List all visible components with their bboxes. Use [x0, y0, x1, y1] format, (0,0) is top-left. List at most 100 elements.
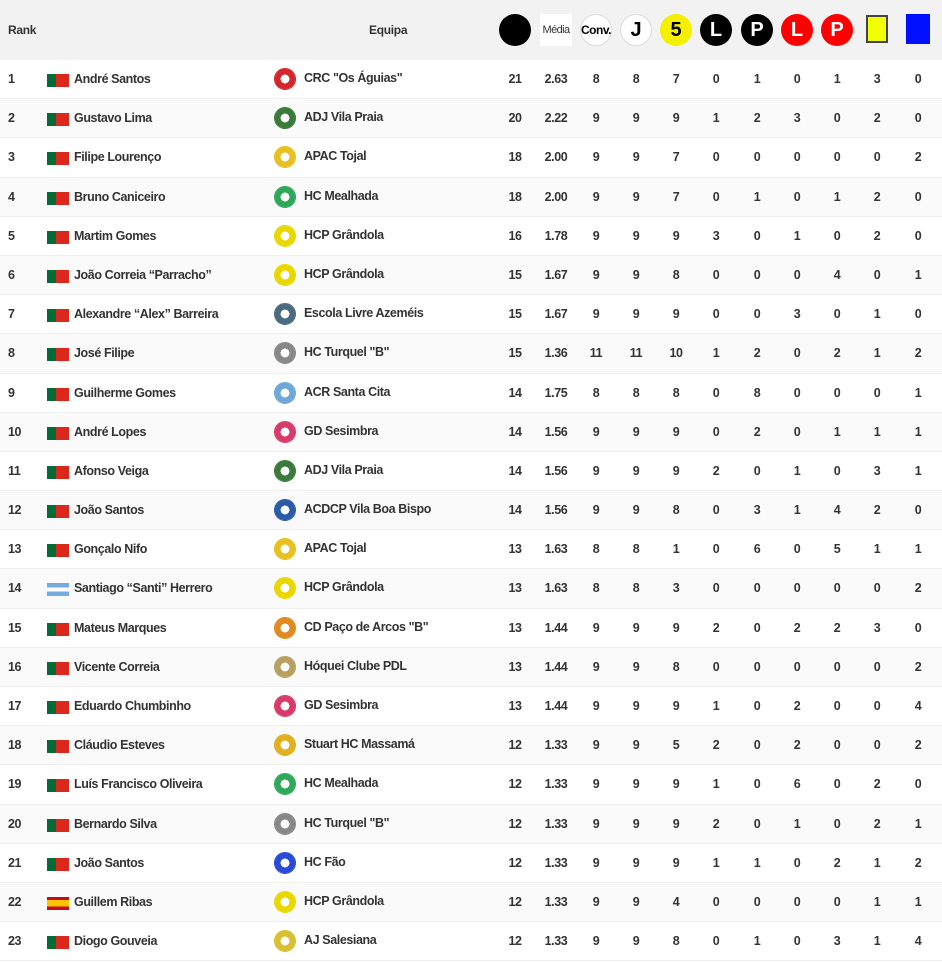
team-name[interactable]: CRC "Os Águias": [304, 71, 403, 85]
team-name[interactable]: HCP Grândola: [304, 893, 384, 908]
flag-portugal-icon: [47, 818, 69, 832]
stat-value: 8: [632, 542, 640, 557]
penalty-red-icon[interactable]: P: [821, 14, 853, 46]
player-name[interactable]: Luís Francisco Oliveira: [74, 777, 203, 792]
starting-five-icon[interactable]: 5: [660, 14, 692, 46]
player-name[interactable]: Afonso Veiga: [74, 463, 149, 478]
table-row[interactable]: 8 José Filipe HC Turquel "B" 15 1.36 11 11 10…: [0, 334, 942, 374]
points-black-circle-icon[interactable]: [499, 14, 531, 46]
stat-value: 0: [914, 620, 922, 635]
table-row[interactable]: 10 André Lopes GD Sesimbra 14 1.56 9 9 9 0 2 0 1 1…: [0, 412, 942, 452]
team-name[interactable]: HCP Grândola: [304, 227, 384, 242]
team-name[interactable]: Escola Livre Azeméis: [304, 306, 424, 321]
player-name[interactable]: Diogo Gouveia: [74, 934, 158, 949]
table-row[interactable]: 19 Luís Francisco Oliveira HC Mealhada 12…: [0, 765, 942, 805]
player-name[interactable]: João Correia “Parracho”: [74, 267, 212, 282]
team-logo-icon: [274, 224, 296, 247]
team-name[interactable]: GD Sesimbra: [304, 698, 379, 712]
table-row[interactable]: 20 Bernardo Silva HC Turquel "B" 12 1.33 9 9…: [0, 804, 942, 844]
player-name[interactable]: Cláudio Esteves: [74, 738, 165, 753]
team-name[interactable]: HCP Grândola: [304, 580, 384, 595]
player-name[interactable]: João Santos: [74, 855, 144, 870]
player-name[interactable]: João Santos: [74, 503, 144, 518]
table-row[interactable]: 11 Afonso Veiga ADJ Vila Praia 14 1.56 9 9 9 2…: [0, 452, 942, 492]
table-row[interactable]: 15 Mateus Marques CD Paço de Arcos "B" 13…: [0, 609, 942, 648]
player-name[interactable]: Martim Gomes: [74, 228, 157, 243]
table-row[interactable]: 4 Bruno Caniceiro HC Mealhada 18 2.00 9 9 7 0 1…: [0, 177, 942, 217]
player-name[interactable]: José Filipe: [74, 346, 135, 361]
team-name[interactable]: Hóquei Clube PDL: [304, 658, 407, 673]
team-name[interactable]: APAC Tojal: [304, 149, 367, 164]
column-label: Conv.: [581, 23, 611, 37]
table-row[interactable]: 14 Santiago “Santi” Herrero HCP Grândola…: [0, 569, 942, 609]
stat-value: 7: [672, 72, 680, 86]
table-row[interactable]: 5 Martim Gomes HCP Grândola 16 1.78 9 9 9 3 0 1 0…: [0, 217, 942, 256]
team-name[interactable]: ADJ Vila Praia: [304, 110, 383, 125]
team-name[interactable]: HC Turquel "B": [304, 345, 390, 360]
stat-value: 1: [793, 816, 801, 831]
stat-value: 0: [833, 581, 841, 596]
table-row[interactable]: 2 Gustavo Lima ADJ Vila Praia 20 2.22 9 9 9 1 2…: [0, 99, 942, 139]
table-row[interactable]: 22 Guillem Ribas HCP Grândola 12 1.33 9 9 4 0 0…: [0, 882, 942, 923]
table-row[interactable]: 21 João Santos HC Fão 12 1.33 9 9 9 1 1 0 2 1 2: [0, 844, 942, 883]
team-name[interactable]: HC Fão: [304, 854, 346, 869]
player-name[interactable]: André Lopes: [74, 424, 146, 439]
player-name[interactable]: Alexandre “Alex” Barreira: [74, 307, 219, 322]
team-name[interactable]: AJ Salesiana: [304, 933, 377, 948]
rank-header[interactable]: Rank: [8, 23, 37, 37]
stat-value: 9: [632, 855, 640, 870]
stat-value: 0: [914, 307, 922, 322]
rank: 22: [8, 894, 22, 909]
media-icon[interactable]: Média: [540, 14, 572, 46]
table-row[interactable]: 13 Gonçalo Nifo APAC Tojal 13 1.63 8 8 1 0 6 0 5 1…: [0, 530, 942, 570]
free-hit-black-icon[interactable]: L: [700, 14, 732, 46]
team-name[interactable]: HCP Grândola: [304, 266, 384, 281]
team-name[interactable]: HC Mealhada: [304, 776, 379, 791]
player-name[interactable]: André Santos: [74, 72, 151, 86]
table-row[interactable]: 16 Vicente Correia Hóquei Clube PDL 13 1.4…: [0, 647, 942, 687]
player-name[interactable]: Bruno Caniceiro: [74, 189, 166, 204]
table-row[interactable]: 9 Guilherme Gomes ACR Santa Cita 14 1.75 8 8…: [0, 374, 942, 413]
player-name[interactable]: Filipe Lourenço: [74, 150, 162, 165]
table-row[interactable]: 1 André Santos CRC "Os Águias" 21 2.63 8 8 7 0…: [0, 60, 942, 100]
games-played-icon[interactable]: J: [620, 14, 652, 46]
free-hit-red-icon[interactable]: L: [781, 14, 813, 46]
player-name[interactable]: Guillem Ribas: [74, 894, 153, 909]
team-name[interactable]: ACR Santa Cita: [304, 384, 391, 399]
stat-value: 0: [712, 385, 720, 400]
table-row[interactable]: 17 Eduardo Chumbinho GD Sesimbra 13 1.44 9 9…: [0, 687, 942, 727]
table-row[interactable]: 7 Alexandre “Alex” Barreira Escola Livre…: [0, 295, 942, 335]
team-name[interactable]: APAC Tojal: [304, 541, 367, 556]
yellow-card-icon[interactable]: [866, 15, 888, 43]
table-row[interactable]: 6 João Correia “Parracho” HCP Grândola 15…: [0, 255, 942, 296]
table-row[interactable]: 18 Cláudio Esteves Stuart HC Massamá 12 1.…: [0, 726, 942, 766]
team-name[interactable]: Stuart HC Massamá: [304, 737, 415, 752]
stat-value: 0: [712, 542, 720, 557]
player-name[interactable]: Eduardo Chumbinho: [74, 699, 191, 713]
table-row[interactable]: 23 Diogo Gouveia AJ Salesiana 12 1.33 9 9 8 0 1…: [0, 922, 942, 962]
player-name[interactable]: Guilherme Gomes: [74, 385, 176, 400]
table-row[interactable]: 12 João Santos ACDCP Vila Boa Bispo 14 1.5…: [0, 491, 942, 531]
player-name[interactable]: Vicente Correia: [74, 659, 160, 674]
player-name[interactable]: Bernardo Silva: [74, 816, 157, 831]
stat-value: 1: [753, 934, 761, 949]
team-name[interactable]: HC Mealhada: [304, 188, 379, 203]
stat-value: 0: [712, 581, 720, 596]
stat-value: 9: [592, 111, 600, 126]
stat-value: 1: [873, 307, 881, 322]
team-name[interactable]: ADJ Vila Praia: [304, 462, 383, 477]
team-name[interactable]: GD Sesimbra: [304, 423, 379, 438]
player-name[interactable]: Mateus Marques: [74, 620, 167, 635]
stat-value: 0: [833, 659, 841, 674]
player-name[interactable]: Santiago “Santi” Herrero: [74, 581, 213, 596]
blue-card-icon[interactable]: [906, 14, 930, 44]
player-name[interactable]: Gustavo Lima: [74, 111, 152, 126]
team-name[interactable]: ACDCP Vila Boa Bispo: [304, 502, 431, 517]
convocations-icon[interactable]: Conv.: [580, 14, 612, 46]
table-row[interactable]: 3 Filipe Lourenço APAC Tojal 18 2.00 9 9 7 0 0 0…: [0, 138, 942, 178]
team-name[interactable]: CD Paço de Arcos "B": [304, 619, 429, 634]
team-header[interactable]: Equipa: [369, 23, 408, 37]
team-name[interactable]: HC Turquel "B": [304, 815, 390, 830]
penalty-black-icon[interactable]: P: [741, 14, 773, 46]
player-name[interactable]: Gonçalo Nifo: [74, 542, 147, 557]
